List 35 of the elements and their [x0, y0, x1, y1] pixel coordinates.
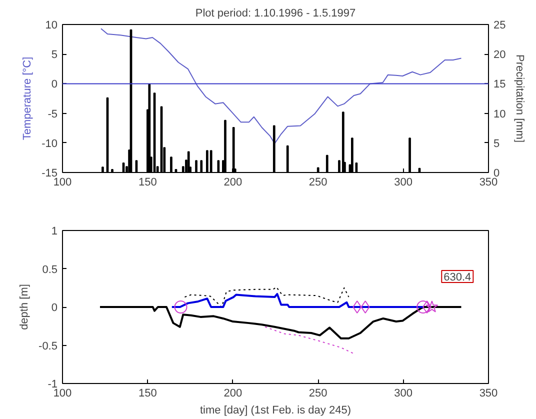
y2-tick-label: 0 — [494, 168, 500, 180]
y-tick-label: 5 — [51, 49, 58, 62]
x-tick-label: 200 — [224, 176, 242, 188]
x-tick-label: 150 — [138, 388, 157, 400]
y2-tick-label: 10 — [494, 108, 506, 120]
y2-tick-label: 20 — [494, 49, 506, 62]
y-tick-label: -5 — [48, 108, 58, 120]
y-tick-label: -0.5 — [38, 340, 58, 352]
y-tick-label: 0 — [51, 302, 58, 314]
y2-tick-label: 25 — [494, 20, 506, 32]
x-tick-label: 250 — [308, 388, 328, 400]
x-tick-label: 300 — [394, 388, 412, 400]
y-tick-label: 0.5 — [42, 264, 58, 276]
y-axis-title: Temperature [°C] — [22, 56, 34, 140]
y-tick-label: 0 — [51, 78, 58, 91]
x-axis-title: time [day] (1st Feb. is day 245) — [200, 404, 352, 416]
y-axis-title: depth [m] — [18, 284, 31, 330]
x-tick-label: 200 — [224, 388, 242, 400]
y-tick-label: 10 — [45, 20, 58, 32]
y2-tick-label: 5 — [494, 138, 500, 150]
chart-title: Plot period: 1.10.1996 - 1.5.1997 — [195, 8, 356, 20]
x-tick-label: 300 — [394, 176, 412, 188]
y-tick-label: -10 — [42, 138, 58, 150]
x-tick-label: 250 — [308, 176, 328, 188]
x-tick-label: 100 — [53, 176, 72, 188]
x-tick-label: 100 — [53, 388, 72, 400]
line-series — [100, 28, 462, 144]
y2-tick-label: 15 — [494, 78, 506, 91]
x-tick-label: 150 — [138, 176, 157, 188]
line-series — [184, 286, 350, 308]
annotation: 630.4 — [444, 272, 472, 284]
x-tick-label: 350 — [479, 176, 498, 188]
y-tick-label: 1 — [51, 226, 58, 238]
x-tick-label: 350 — [479, 388, 498, 400]
y2-axis-title: Precipitation [mm] — [514, 54, 526, 143]
